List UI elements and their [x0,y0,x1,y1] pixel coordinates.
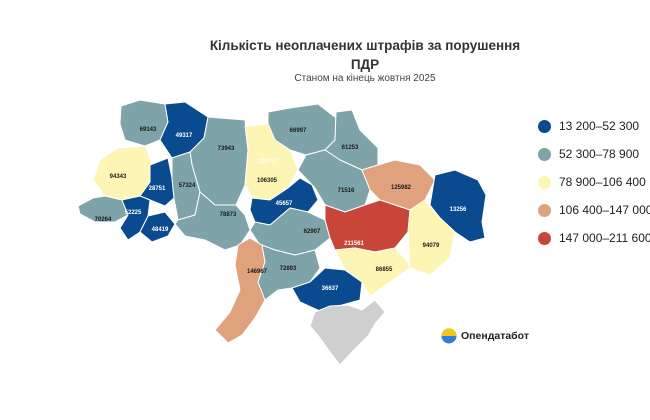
legend-swatch-3 [538,175,551,189]
region-value-khmelnytskyi: 57324 [179,183,196,189]
region-value-donetsk: 94079 [423,243,440,249]
brand-name: Опендатабот [461,330,529,342]
region-donetsk [407,199,456,276]
region-value-kharkiv: 125982 [391,185,412,191]
region-zaporizhzhia [334,247,411,297]
labels-layer: 69143 49317 73943 193777 66997 61253 94343 2875… [95,127,467,292]
region-value-vinnytsia: 78873 [220,212,237,218]
region-value-ivano-frankivsk: 52225 [125,210,142,216]
region-value-chernivtsi: 48419 [152,227,169,233]
map-title: Кількість неоплачених штрафів за порушен… [150,36,580,74]
region-cherkasy [249,177,319,226]
region-value-odesa: 146967 [247,269,268,275]
map-title-line-1: Кількість неоплачених штрафів за порушен… [209,38,521,53]
region-crimea [309,299,386,366]
legend-label-3: 78 900–106 400 [559,175,646,189]
region-ternopil [139,157,175,207]
legend-item: 52 300–78 900 [538,146,650,162]
region-dnipropetrovsk [324,199,411,253]
region-value-ternopil: 28751 [149,186,166,192]
legend-item: 13 200–52 300 [538,118,650,134]
regions-layer [77,99,487,366]
region-value-zhytomyr: 73943 [218,146,235,152]
legend-label-4: 106 400–147 000 [559,203,650,217]
legend-label-2: 52 300–78 900 [559,147,640,161]
legend-item: 78 900–106 400 [538,174,650,190]
region-value-cherkasy: 45657 [276,201,293,207]
region-value-kyiv-city: 193777 [258,159,279,165]
legend-swatch-1 [538,119,551,133]
region-kherson [291,267,363,313]
region-odesa [214,237,266,344]
region-value-kyiv-oblast: 106305 [257,178,278,184]
legend-swatch-2 [538,147,551,161]
region-value-zakarpattia: 70264 [95,217,112,223]
region-value-kherson: 36637 [322,286,339,292]
legend-item: 147 000–211 600 [538,230,650,246]
legend-label-1: 13 200–52 300 [559,119,640,133]
region-value-chernihiv: 66997 [290,128,307,134]
legend-item: 106 400–147 000 [538,202,650,218]
brand-logo: Опендатабот [441,328,529,344]
region-value-poltava: 71516 [338,188,355,194]
region-value-rivne: 49317 [176,133,193,139]
legend-swatch-4 [538,203,551,217]
region-value-dnipropetrovsk: 211561 [344,241,364,247]
region-value-sumy: 61253 [342,145,359,151]
region-value-zaporizhzhia: 86855 [376,267,393,273]
legend: 13 200–52 300 52 300–78 900 78 900–106 4… [538,118,650,258]
opendatabot-logo-icon [441,328,457,344]
region-value-kirovohrad: 62907 [304,229,321,235]
map-subtitle: Станом на кінець жовтня 2025 [294,73,436,84]
region-value-lviv: 94343 [110,174,127,180]
region-value-mykolaiv: 72893 [280,266,297,272]
region-value-luhansk: 13256 [450,207,467,213]
map-title-line-2: ПДР [350,57,380,72]
legend-label-5: 147 000–211 600 [559,231,650,245]
region-value-volyn: 69143 [140,127,157,133]
legend-swatch-5 [538,231,551,245]
